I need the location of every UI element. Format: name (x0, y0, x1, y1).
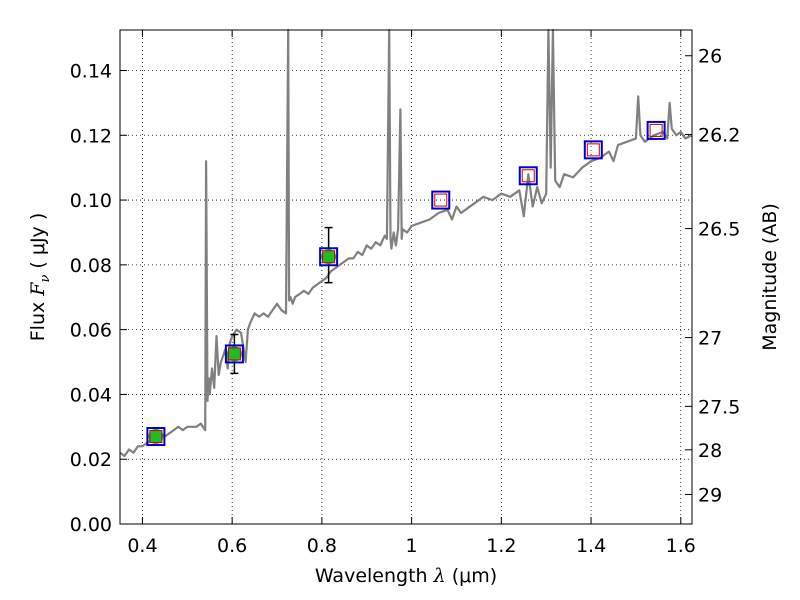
photometry-point (226, 346, 242, 362)
spectrum-layer (119, 28, 693, 458)
right-tick-label: 27 (698, 328, 722, 350)
right-axis: 26 26.2 26.5 27 27.5 28 29 (685, 46, 740, 506)
right-axis-title: Magnitude (AB) (759, 203, 781, 351)
photometry-layer (148, 249, 337, 445)
photometry-point (321, 249, 337, 265)
x-tick-label: 1.6 (666, 535, 696, 557)
band-marker-inner (322, 250, 336, 264)
x-axis: 0.4 0.6 0.8 1 1.2 1.4 1.6 (127, 30, 696, 557)
band-marker-inner (149, 430, 163, 444)
y-tick-label: 0.02 (70, 449, 112, 471)
x-tick-label: 0.8 (307, 535, 337, 557)
y-tick-label: 0.08 (70, 255, 112, 277)
y-tick-label: 0.10 (70, 190, 112, 212)
band-marker (431, 190, 451, 210)
y-axis-title: Flux Fν ( μJy ) (27, 213, 53, 342)
band-marker-inner (649, 123, 663, 137)
right-tick-label: 26.2 (698, 125, 740, 147)
band-marker-outer (646, 120, 666, 140)
y-tick-label: 0.06 (70, 320, 112, 342)
x-tick-label: 1.4 (576, 535, 606, 557)
band-marker (146, 427, 166, 447)
band-marker-inner (227, 347, 241, 361)
photometry-point (148, 429, 164, 445)
band-marker-outer (319, 247, 339, 267)
band-marker-layer (146, 120, 666, 447)
band-marker (319, 247, 339, 267)
band-marker-outer (146, 427, 166, 447)
x-tick-label: 1 (406, 535, 418, 557)
x-tick-label: 0.4 (127, 535, 157, 557)
right-tick-label: 29 (698, 484, 722, 506)
x-tick-label: 0.6 (217, 535, 247, 557)
right-tick-label: 26 (698, 46, 722, 68)
plot-frame (119, 29, 693, 525)
band-marker-inner (586, 143, 600, 157)
y-tick-label: 0.00 (70, 514, 112, 536)
band-marker-outer (224, 344, 244, 364)
band-marker (646, 120, 666, 140)
band-marker (518, 166, 538, 186)
y-tick-label: 0.04 (70, 384, 112, 406)
band-marker-inner (434, 193, 448, 207)
band-marker-outer (518, 166, 538, 186)
right-tick-label: 26.5 (698, 219, 740, 241)
y-axis: 0.00 0.02 0.04 0.06 0.08 0.10 0.12 0.14 (70, 60, 127, 536)
y-tick-label: 0.12 (70, 125, 112, 147)
x-axis-title: Wavelength λ (μm) (315, 565, 497, 587)
right-tick-label: 27.5 (698, 396, 740, 418)
band-marker (583, 140, 603, 160)
right-tick-label: 28 (698, 440, 722, 462)
y-tick-label: 0.14 (70, 60, 112, 82)
model-spectrum-line (119, 28, 693, 458)
band-marker-outer (431, 190, 451, 210)
band-marker-inner (521, 169, 535, 183)
band-marker-outer (583, 140, 603, 160)
x-tick-label: 1.2 (486, 535, 516, 557)
band-marker (224, 344, 244, 364)
